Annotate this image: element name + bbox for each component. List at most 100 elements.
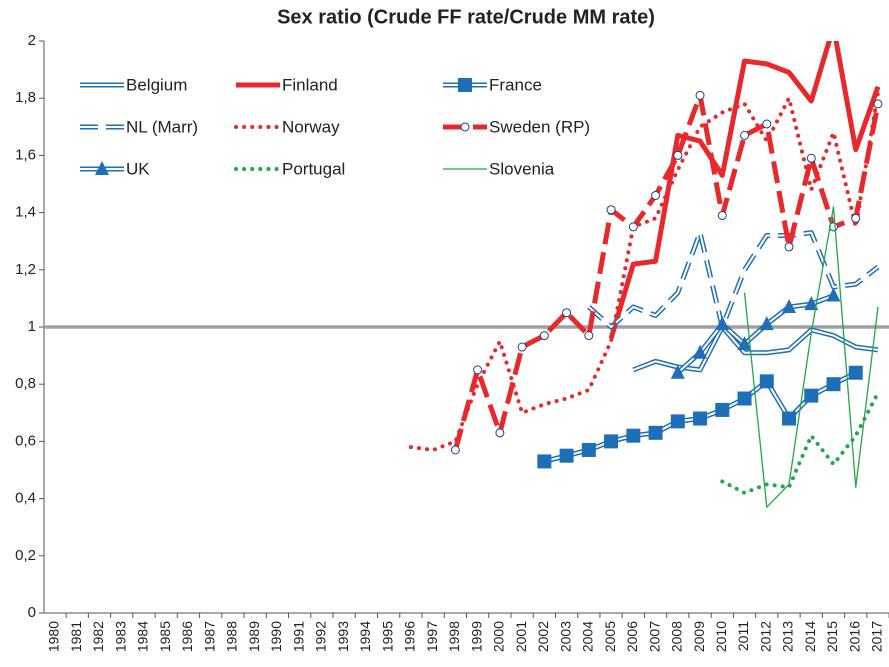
y-tick-label: 1,4 — [15, 204, 36, 221]
x-tick-label: 2002 — [535, 621, 551, 652]
x-tick-label: 1999 — [468, 621, 484, 652]
marker — [651, 190, 661, 200]
marker — [759, 316, 774, 331]
marker — [517, 342, 527, 352]
marker — [804, 296, 819, 311]
marker — [782, 411, 797, 426]
marker — [695, 90, 705, 100]
x-tick-label: 1987 — [201, 621, 217, 652]
x-tick-label: 2017 — [869, 621, 885, 652]
series-line — [587, 230, 880, 330]
marker — [584, 331, 594, 341]
series-line — [588, 231, 879, 328]
x-tick-label: 2009 — [691, 621, 707, 652]
marker — [737, 336, 752, 351]
x-tick-label: 2010 — [713, 621, 729, 652]
marker — [581, 442, 596, 457]
marker — [873, 99, 883, 109]
x-tick-label: 1986 — [179, 621, 195, 652]
x-tick-label: 2004 — [580, 621, 596, 652]
chart-title: Sex ratio (Crude FF rate/Crude MM rate) — [277, 6, 655, 28]
x-tick-label: 1980 — [46, 621, 62, 652]
marker — [848, 365, 863, 380]
y-tick-label: 0,6 — [15, 432, 36, 449]
x-tick-label: 2000 — [491, 621, 507, 652]
x-tick-label: 1996 — [402, 621, 418, 652]
x-tick-label: 1997 — [424, 621, 440, 652]
series-line — [408, 90, 880, 452]
marker — [539, 331, 549, 341]
marker — [826, 377, 841, 392]
x-tick-label: 2007 — [646, 621, 662, 652]
y-tick-label: 1,6 — [15, 146, 36, 163]
x-tick-label: 2005 — [602, 621, 618, 652]
series-line — [608, 41, 881, 340]
legend-label: UK — [126, 159, 150, 178]
x-tick-label: 1985 — [157, 621, 173, 652]
y-tick-label: 2 — [28, 32, 36, 49]
marker — [762, 119, 772, 129]
marker — [826, 287, 841, 302]
marker — [670, 414, 685, 429]
plot — [408, 41, 883, 508]
marker — [458, 78, 472, 92]
x-tick-label: 2006 — [624, 621, 640, 652]
legend-label: Finland — [282, 75, 338, 94]
y-tick-label: 1,8 — [15, 89, 36, 106]
marker — [759, 374, 774, 389]
y-tick-label: 1 — [28, 318, 36, 335]
x-tick-label: 2012 — [757, 621, 773, 652]
marker — [784, 242, 794, 252]
x-tick-label: 1988 — [224, 621, 240, 652]
x-tick-label: 1981 — [68, 621, 84, 652]
marker — [693, 344, 708, 359]
marker — [693, 411, 708, 426]
series-line — [632, 326, 879, 371]
x-tick-label: 1995 — [379, 621, 395, 652]
marker — [473, 365, 483, 375]
x-tick-label: 1991 — [290, 621, 306, 652]
marker — [537, 454, 552, 469]
marker — [737, 391, 752, 406]
marker — [95, 161, 109, 175]
x-tick-label: 2001 — [513, 621, 529, 652]
marker — [740, 130, 750, 140]
x-tick-label: 1992 — [313, 621, 329, 652]
marker — [715, 316, 730, 331]
x-tick-label: 2016 — [846, 621, 862, 652]
legend-label: Portugal — [282, 159, 345, 178]
legend-label: Slovenia — [489, 159, 555, 178]
y-tick-label: 0 — [28, 604, 36, 621]
x-tick-label: 1989 — [246, 621, 262, 652]
marker — [782, 298, 797, 313]
x-tick-label: 1982 — [90, 621, 106, 652]
marker — [717, 210, 727, 220]
y-tick-label: 0,2 — [15, 547, 36, 564]
legend-label: Norway — [282, 117, 340, 136]
x-tick-label: 2015 — [824, 621, 840, 652]
legend-label: France — [489, 75, 542, 94]
marker — [450, 445, 460, 455]
x-tick-label: 2011 — [735, 621, 751, 651]
marker — [606, 205, 616, 215]
marker — [495, 428, 505, 438]
x-tick-label: 1994 — [357, 621, 373, 652]
series-line — [743, 206, 879, 508]
x-tick-label: 1998 — [446, 621, 462, 652]
marker — [715, 402, 730, 417]
legend-label: NL (Marr) — [126, 117, 198, 136]
marker — [806, 153, 816, 163]
y-tick-label: 0,4 — [15, 490, 36, 507]
marker — [559, 448, 574, 463]
legend-label: Sweden (RP) — [489, 117, 590, 136]
marker — [604, 434, 619, 449]
x-tick-label: 2013 — [780, 621, 796, 652]
x-tick-label: 1983 — [112, 621, 128, 652]
x-tick-label: 1993 — [335, 621, 351, 652]
marker — [851, 213, 861, 223]
marker — [804, 388, 819, 403]
marker — [648, 425, 663, 440]
legend-label: Belgium — [126, 75, 187, 94]
x-tick-label: 2003 — [557, 621, 573, 652]
